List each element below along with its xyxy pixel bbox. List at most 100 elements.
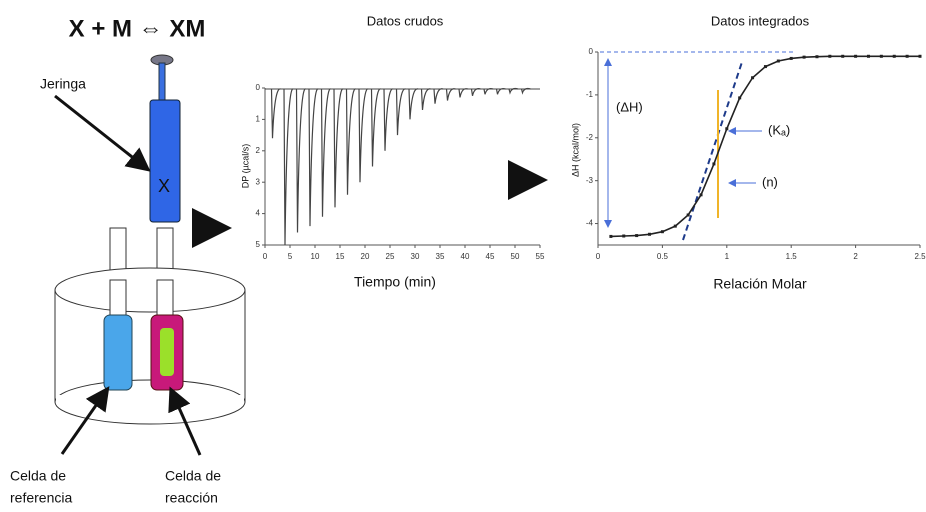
data-point [712, 162, 716, 166]
x-tick-label: 0 [596, 252, 601, 261]
y-tick-label: -2 [586, 133, 594, 142]
annotation: (ΔH) [616, 99, 643, 114]
data-point [918, 54, 922, 58]
peak [308, 88, 319, 227]
data-point [815, 55, 819, 59]
data-point [738, 96, 742, 100]
peak [370, 88, 382, 167]
peak [345, 88, 357, 195]
x-axis-label: Relación Molar [713, 276, 807, 292]
x-tick-label: 1 [725, 252, 730, 261]
y-tick-label: 5 [256, 240, 261, 249]
y-tick-label: -1 [586, 90, 594, 99]
data-point [751, 76, 755, 80]
cylinder-mask [56, 395, 244, 403]
peak [508, 87, 519, 95]
peak [283, 88, 294, 246]
equation: X + M ⇔ XM [69, 15, 206, 42]
arrow [54, 94, 151, 172]
x-tick-label: 0 [263, 252, 268, 261]
data-point [828, 54, 832, 58]
syringe-label: Jeringa [40, 76, 86, 92]
x-tick-label: 40 [461, 252, 470, 261]
peak [358, 88, 369, 183]
x-tick-label: 1.5 [786, 252, 798, 261]
data-point [841, 54, 845, 58]
peak [333, 88, 344, 208]
peak [520, 87, 531, 95]
data-point [892, 54, 896, 58]
slope-line [682, 61, 743, 241]
y-tick-label: 4 [256, 209, 261, 218]
data-point [699, 193, 703, 197]
arrow [60, 386, 110, 455]
peak [395, 88, 406, 136]
plunger-rod [158, 62, 166, 101]
peak [433, 88, 444, 104]
data-point [609, 234, 613, 238]
peak [483, 87, 494, 95]
x-tick-label: 5 [288, 252, 293, 261]
data-point [660, 230, 664, 234]
data-point [686, 213, 690, 217]
y-tick-label: 0 [256, 83, 261, 92]
x-tick-label: 10 [311, 252, 320, 261]
annotation: (Kₐ) [768, 122, 790, 137]
annotation: (n) [762, 174, 778, 189]
reference-cell [103, 314, 133, 391]
peak [270, 88, 281, 139]
x-tick-label: 25 [386, 252, 395, 261]
reference-cell-label: Celda de [10, 468, 66, 484]
x-tick-label: 2.5 [914, 252, 926, 261]
y-tick-label: 2 [256, 146, 261, 155]
syringe-content: X [158, 176, 170, 196]
x-tick-label: 30 [411, 252, 420, 261]
data-point [673, 224, 677, 228]
peak [445, 88, 456, 101]
x-tick-label: 2 [853, 252, 858, 261]
y-tick-label: 0 [589, 47, 594, 56]
x-tick-label: 55 [536, 252, 545, 261]
chart-title: Datos crudos [367, 13, 444, 28]
reaction-cell-label: Celda de [165, 468, 221, 484]
peak [320, 88, 332, 217]
x-tick-label: 45 [486, 252, 495, 261]
arrow [168, 386, 202, 456]
x-tick-label: 50 [511, 252, 520, 261]
data-point [725, 127, 729, 131]
needle [156, 279, 174, 317]
peak [458, 88, 469, 98]
data-point [763, 65, 767, 69]
peak [420, 88, 431, 111]
y-axis-label: DP (µcal/s) [240, 144, 250, 189]
data-point [789, 56, 793, 60]
x-tick-label: 35 [436, 252, 445, 261]
data-point [866, 54, 870, 58]
peak [408, 88, 419, 120]
data-point [648, 232, 652, 236]
data-point [802, 55, 806, 59]
peak [495, 87, 506, 95]
x-tick-label: 0.5 [657, 252, 669, 261]
tube [109, 279, 127, 317]
reaction-mix [160, 328, 174, 376]
peak [295, 88, 307, 233]
data-point [905, 54, 909, 58]
data-point [879, 54, 883, 58]
x-tick-label: 15 [336, 252, 345, 261]
data-point [854, 54, 858, 58]
reference-cell-label: referencia [10, 490, 72, 506]
y-axis-label: ΔH (kcal/mol) [570, 123, 580, 177]
y-tick-label: -3 [586, 176, 594, 185]
y-tick-label: 3 [256, 177, 261, 186]
reaction-cell-label: reacción [165, 490, 218, 506]
peak [470, 88, 481, 96]
fit-curve [610, 55, 920, 238]
data-point [776, 59, 780, 63]
chart-title: Datos integrados [711, 13, 810, 28]
x-axis-label: Tiempo (min) [354, 274, 436, 290]
x-tick-label: 20 [361, 252, 370, 261]
y-tick-label: -4 [586, 219, 594, 228]
syringe-barrel [149, 99, 181, 223]
